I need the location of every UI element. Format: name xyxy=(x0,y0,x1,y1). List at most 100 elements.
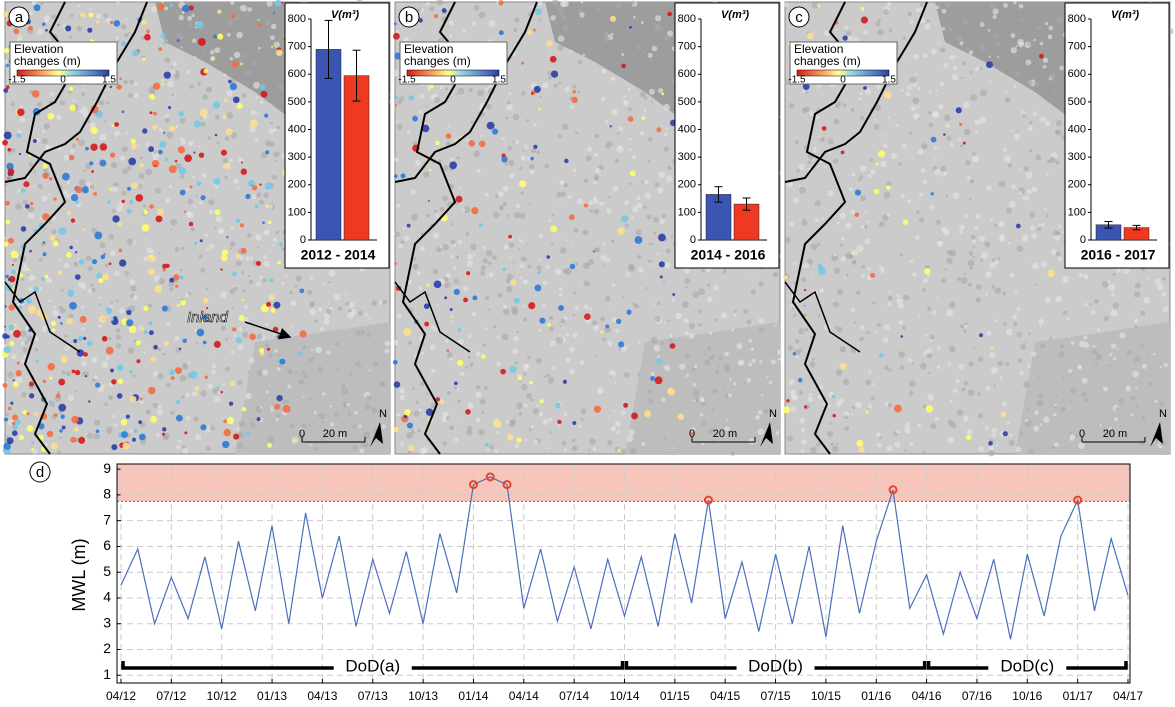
texture xyxy=(437,303,440,306)
texture xyxy=(465,365,469,369)
texture xyxy=(486,249,493,257)
change-dot xyxy=(272,11,276,14)
texture xyxy=(298,378,305,385)
panel-letter-circle xyxy=(8,6,30,28)
change-dot xyxy=(121,199,125,204)
change-dot xyxy=(904,449,907,452)
texture xyxy=(811,2,819,9)
texture xyxy=(90,282,94,287)
texture xyxy=(323,318,330,325)
texture xyxy=(1059,344,1065,349)
texture xyxy=(670,446,674,450)
change-dot xyxy=(860,16,868,24)
texture xyxy=(202,51,206,55)
north-arrow xyxy=(370,422,383,447)
texture xyxy=(860,325,865,330)
texture xyxy=(19,330,27,338)
change-dot xyxy=(66,317,73,325)
texture xyxy=(460,371,465,376)
texture xyxy=(425,392,429,395)
texture xyxy=(679,363,686,370)
texture xyxy=(1047,246,1050,249)
texture xyxy=(630,216,634,220)
change-dot xyxy=(149,111,153,115)
texture xyxy=(979,89,987,97)
texture xyxy=(237,344,244,351)
texture xyxy=(1163,362,1168,368)
legend-colorbar xyxy=(16,69,110,77)
change-dot xyxy=(229,82,238,91)
texture xyxy=(948,27,953,32)
change-dot xyxy=(117,222,122,227)
texture xyxy=(883,8,889,15)
texture xyxy=(185,187,189,191)
change-dot xyxy=(230,227,234,230)
change-dot xyxy=(549,55,557,63)
texture xyxy=(863,225,868,229)
texture xyxy=(456,387,460,391)
texture xyxy=(354,410,359,415)
texture xyxy=(57,450,62,454)
change-dot xyxy=(157,251,161,255)
texture xyxy=(832,104,836,108)
texture xyxy=(488,308,491,311)
texture xyxy=(941,278,947,284)
texture xyxy=(431,368,436,373)
texture xyxy=(433,96,440,104)
texture xyxy=(1122,267,1130,275)
texture xyxy=(10,147,16,153)
texture xyxy=(209,49,215,55)
change-dot xyxy=(75,137,79,141)
texture xyxy=(318,307,323,312)
change-dot xyxy=(12,379,15,382)
texture xyxy=(839,212,847,220)
change-dot xyxy=(393,427,399,433)
texture xyxy=(230,132,238,139)
texture xyxy=(1016,245,1024,252)
texture xyxy=(214,47,221,54)
texture xyxy=(243,305,248,310)
texture xyxy=(313,446,319,452)
texture xyxy=(600,316,605,322)
texture xyxy=(835,442,838,445)
texture xyxy=(1118,397,1124,404)
texture xyxy=(65,371,71,377)
change-dot xyxy=(621,63,626,69)
change-dot xyxy=(110,368,114,373)
texture xyxy=(843,378,850,386)
texture xyxy=(133,92,139,98)
texture xyxy=(851,172,856,177)
texture xyxy=(480,265,486,271)
texture xyxy=(63,344,70,351)
texture xyxy=(1009,433,1013,438)
texture xyxy=(508,92,512,96)
change-dot xyxy=(627,115,634,122)
texture xyxy=(1146,353,1150,357)
bar xyxy=(343,75,370,241)
texture xyxy=(513,27,518,32)
texture xyxy=(787,435,793,442)
texture xyxy=(238,420,246,427)
texture xyxy=(743,308,749,314)
texture xyxy=(1055,129,1062,136)
texture xyxy=(588,449,591,452)
texture xyxy=(16,189,21,193)
texture xyxy=(867,267,872,271)
texture xyxy=(548,219,551,223)
change-dot xyxy=(254,204,259,209)
texture xyxy=(986,330,992,336)
texture xyxy=(1048,25,1054,31)
texture xyxy=(575,131,579,135)
legend-box xyxy=(789,41,898,85)
change-dot xyxy=(211,56,216,61)
texture xyxy=(916,210,920,214)
texture xyxy=(503,244,509,250)
texture xyxy=(333,412,339,418)
texture xyxy=(59,259,62,262)
texture xyxy=(988,80,992,84)
texture xyxy=(641,442,646,447)
texture xyxy=(74,390,77,393)
texture xyxy=(492,255,497,260)
texture xyxy=(227,20,234,27)
change-dot xyxy=(1039,53,1044,59)
